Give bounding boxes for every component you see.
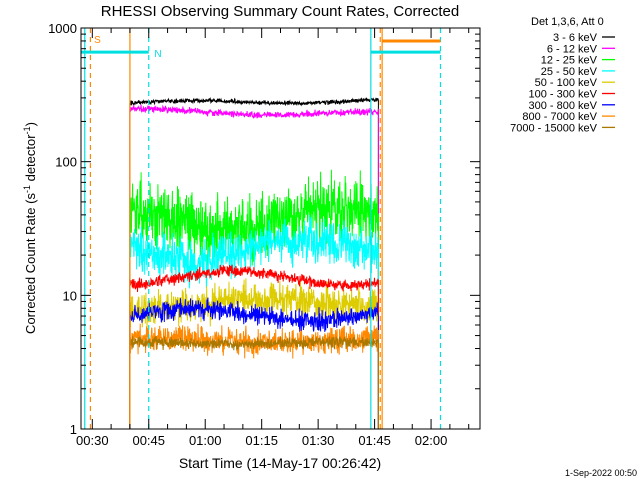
x-tick-label: 01:00 xyxy=(189,433,222,448)
x-tick-label: 00:45 xyxy=(132,433,165,448)
legend-label-5: 50 - 100 keV xyxy=(535,77,598,89)
x-tick-label: 01:45 xyxy=(358,433,391,448)
legend-label-8: 800 - 7000 keV xyxy=(522,111,597,123)
footer-date: 1-Sep-2022 00:50 xyxy=(565,468,637,478)
series-line-2 xyxy=(129,104,379,429)
legend-label-6: 100 - 300 keV xyxy=(529,89,598,101)
legend-label-9: 7000 - 15000 keV xyxy=(510,122,598,134)
chart-title: RHESSI Observing Summary Count Rates, Co… xyxy=(101,3,459,20)
y-tick-label: 1000 xyxy=(48,21,77,36)
legend-header: Det 1,3,6, Att 0 xyxy=(531,16,604,28)
x-axis-label: Start Time (14-May-17 00:26:42) xyxy=(179,455,381,471)
marker-label-1: S xyxy=(94,35,101,46)
x-axis: 00:30 00:45 01:00 01:15 01:30 01:45 02:00 xyxy=(76,28,470,448)
series-line-3 xyxy=(129,169,379,429)
y-tick-label: 100 xyxy=(55,155,77,170)
series-line-9 xyxy=(129,335,379,429)
y-tick-label: 10 xyxy=(63,288,77,303)
legend-label-7: 300 - 800 keV xyxy=(529,100,598,112)
marker-label-2: N xyxy=(154,49,161,60)
series-line-4 xyxy=(129,214,379,429)
legend-label-1: 3 - 6 keV xyxy=(553,32,598,44)
y-tick-label: 1 xyxy=(70,422,77,437)
x-tick-label: 00:30 xyxy=(76,433,109,448)
series-line-6 xyxy=(129,264,379,429)
plot-area: SN xyxy=(80,27,481,430)
y-axis: 1 10 100 1000 xyxy=(48,21,480,437)
legend-label-4: 25 - 50 keV xyxy=(541,66,598,78)
x-tick-label: 01:30 xyxy=(302,433,335,448)
series-line-1 xyxy=(129,96,379,429)
legend-label-3: 12 - 25 keV xyxy=(541,55,598,67)
x-tick-label: 01:15 xyxy=(245,433,278,448)
x-tick-label: 02:00 xyxy=(415,433,448,448)
y-axis-label: Corrected Count Rate (s-1 detector-1) xyxy=(22,122,38,334)
legend-label-2: 6 - 12 keV xyxy=(547,43,598,55)
series-line-7 xyxy=(129,297,379,429)
